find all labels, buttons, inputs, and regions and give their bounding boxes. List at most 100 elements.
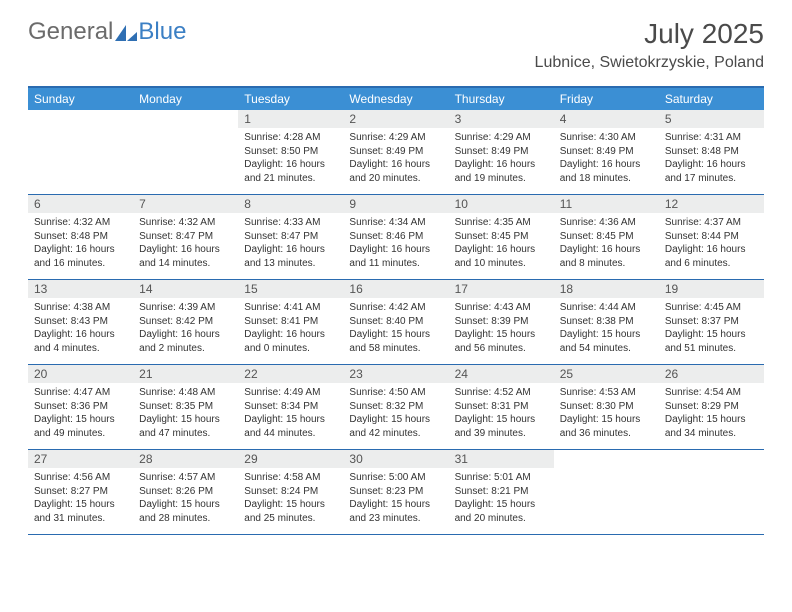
day-number: 3: [449, 110, 554, 128]
sunrise-text: Sunrise: 4:32 AM: [34, 216, 127, 230]
day-number: [659, 450, 764, 468]
day-number: 24: [449, 365, 554, 383]
sunrise-text: Sunrise: 4:52 AM: [455, 386, 548, 400]
day-cell: 17Sunrise: 4:43 AMSunset: 8:39 PMDayligh…: [449, 280, 554, 364]
daylight-text: Daylight: 15 hours and 47 minutes.: [139, 413, 232, 440]
day-number: 15: [238, 280, 343, 298]
day-cell: 29Sunrise: 4:58 AMSunset: 8:24 PMDayligh…: [238, 450, 343, 534]
sunset-text: Sunset: 8:24 PM: [244, 485, 337, 499]
daylight-text: Daylight: 16 hours and 13 minutes.: [244, 243, 337, 270]
daylight-text: Daylight: 16 hours and 11 minutes.: [349, 243, 442, 270]
day-number: 13: [28, 280, 133, 298]
sunrise-text: Sunrise: 4:31 AM: [665, 131, 758, 145]
day-cell: 30Sunrise: 5:00 AMSunset: 8:23 PMDayligh…: [343, 450, 448, 534]
daylight-text: Daylight: 16 hours and 16 minutes.: [34, 243, 127, 270]
sunset-text: Sunset: 8:42 PM: [139, 315, 232, 329]
day-number: 2: [343, 110, 448, 128]
sunset-text: Sunset: 8:31 PM: [455, 400, 548, 414]
logo-sail-icon: [115, 20, 137, 36]
sunset-text: Sunset: 8:26 PM: [139, 485, 232, 499]
daylight-text: Daylight: 15 hours and 42 minutes.: [349, 413, 442, 440]
daylight-text: Daylight: 16 hours and 17 minutes.: [665, 158, 758, 185]
daylight-text: Daylight: 15 hours and 49 minutes.: [34, 413, 127, 440]
day-cell: 19Sunrise: 4:45 AMSunset: 8:37 PMDayligh…: [659, 280, 764, 364]
day-body: Sunrise: 4:43 AMSunset: 8:39 PMDaylight:…: [449, 298, 554, 359]
daylight-text: Daylight: 16 hours and 21 minutes.: [244, 158, 337, 185]
sunrise-text: Sunrise: 4:34 AM: [349, 216, 442, 230]
day-body: Sunrise: 4:29 AMSunset: 8:49 PMDaylight:…: [449, 128, 554, 189]
daylight-text: Daylight: 15 hours and 44 minutes.: [244, 413, 337, 440]
day-cell: 23Sunrise: 4:50 AMSunset: 8:32 PMDayligh…: [343, 365, 448, 449]
day-cell: 3Sunrise: 4:29 AMSunset: 8:49 PMDaylight…: [449, 110, 554, 194]
day-body: Sunrise: 4:35 AMSunset: 8:45 PMDaylight:…: [449, 213, 554, 274]
sunrise-text: Sunrise: 4:42 AM: [349, 301, 442, 315]
daylight-text: Daylight: 15 hours and 39 minutes.: [455, 413, 548, 440]
day-cell: [554, 450, 659, 534]
sunset-text: Sunset: 8:39 PM: [455, 315, 548, 329]
sunset-text: Sunset: 8:30 PM: [560, 400, 653, 414]
sunset-text: Sunset: 8:49 PM: [349, 145, 442, 159]
day-cell: 1Sunrise: 4:28 AMSunset: 8:50 PMDaylight…: [238, 110, 343, 194]
day-cell: 7Sunrise: 4:32 AMSunset: 8:47 PMDaylight…: [133, 195, 238, 279]
day-cell: [659, 450, 764, 534]
sunrise-text: Sunrise: 4:49 AM: [244, 386, 337, 400]
daylight-text: Daylight: 15 hours and 54 minutes.: [560, 328, 653, 355]
sunrise-text: Sunrise: 4:56 AM: [34, 471, 127, 485]
weekday-label: Sunday: [28, 88, 133, 110]
week-row: 20Sunrise: 4:47 AMSunset: 8:36 PMDayligh…: [28, 365, 764, 450]
day-body: Sunrise: 4:54 AMSunset: 8:29 PMDaylight:…: [659, 383, 764, 444]
day-number: 31: [449, 450, 554, 468]
sunset-text: Sunset: 8:32 PM: [349, 400, 442, 414]
day-body: Sunrise: 4:50 AMSunset: 8:32 PMDaylight:…: [343, 383, 448, 444]
day-cell: 2Sunrise: 4:29 AMSunset: 8:49 PMDaylight…: [343, 110, 448, 194]
day-number: 1: [238, 110, 343, 128]
weekday-header-row: SundayMondayTuesdayWednesdayThursdayFrid…: [28, 88, 764, 110]
location: Lubnice, Swietokrzyskie, Poland: [535, 54, 764, 72]
sunrise-text: Sunrise: 4:58 AM: [244, 471, 337, 485]
day-body: [133, 128, 238, 135]
sunset-text: Sunset: 8:21 PM: [455, 485, 548, 499]
daylight-text: Daylight: 16 hours and 8 minutes.: [560, 243, 653, 270]
day-cell: 4Sunrise: 4:30 AMSunset: 8:49 PMDaylight…: [554, 110, 659, 194]
daylight-text: Daylight: 15 hours and 25 minutes.: [244, 498, 337, 525]
daylight-text: Daylight: 15 hours and 20 minutes.: [455, 498, 548, 525]
day-body: Sunrise: 4:30 AMSunset: 8:49 PMDaylight:…: [554, 128, 659, 189]
sunrise-text: Sunrise: 4:54 AM: [665, 386, 758, 400]
daylight-text: Daylight: 15 hours and 56 minutes.: [455, 328, 548, 355]
day-body: [554, 468, 659, 475]
weekday-label: Saturday: [659, 88, 764, 110]
day-cell: 6Sunrise: 4:32 AMSunset: 8:48 PMDaylight…: [28, 195, 133, 279]
daylight-text: Daylight: 15 hours and 58 minutes.: [349, 328, 442, 355]
weekday-label: Thursday: [449, 88, 554, 110]
day-body: Sunrise: 5:01 AMSunset: 8:21 PMDaylight:…: [449, 468, 554, 529]
day-number: 11: [554, 195, 659, 213]
sunrise-text: Sunrise: 4:29 AM: [455, 131, 548, 145]
day-cell: 8Sunrise: 4:33 AMSunset: 8:47 PMDaylight…: [238, 195, 343, 279]
header: General Blue July 2025 Lubnice, Swietokr…: [0, 0, 792, 80]
day-cell: [133, 110, 238, 194]
sunset-text: Sunset: 8:49 PM: [455, 145, 548, 159]
daylight-text: Daylight: 16 hours and 6 minutes.: [665, 243, 758, 270]
day-body: Sunrise: 4:32 AMSunset: 8:47 PMDaylight:…: [133, 213, 238, 274]
day-body: Sunrise: 4:44 AMSunset: 8:38 PMDaylight:…: [554, 298, 659, 359]
sunset-text: Sunset: 8:27 PM: [34, 485, 127, 499]
day-number: 7: [133, 195, 238, 213]
sunset-text: Sunset: 8:48 PM: [665, 145, 758, 159]
sunrise-text: Sunrise: 4:28 AM: [244, 131, 337, 145]
sunset-text: Sunset: 8:38 PM: [560, 315, 653, 329]
sunrise-text: Sunrise: 4:39 AM: [139, 301, 232, 315]
sunrise-text: Sunrise: 4:38 AM: [34, 301, 127, 315]
day-cell: 20Sunrise: 4:47 AMSunset: 8:36 PMDayligh…: [28, 365, 133, 449]
weekday-label: Tuesday: [238, 88, 343, 110]
daylight-text: Daylight: 15 hours and 28 minutes.: [139, 498, 232, 525]
logo-text-blue: Blue: [138, 18, 186, 46]
day-body: Sunrise: 4:42 AMSunset: 8:40 PMDaylight:…: [343, 298, 448, 359]
sunrise-text: Sunrise: 4:48 AM: [139, 386, 232, 400]
daylight-text: Daylight: 15 hours and 34 minutes.: [665, 413, 758, 440]
day-body: Sunrise: 4:37 AMSunset: 8:44 PMDaylight:…: [659, 213, 764, 274]
day-number: 4: [554, 110, 659, 128]
day-body: Sunrise: 4:28 AMSunset: 8:50 PMDaylight:…: [238, 128, 343, 189]
day-body: Sunrise: 4:32 AMSunset: 8:48 PMDaylight:…: [28, 213, 133, 274]
sunrise-text: Sunrise: 4:37 AM: [665, 216, 758, 230]
day-cell: 21Sunrise: 4:48 AMSunset: 8:35 PMDayligh…: [133, 365, 238, 449]
